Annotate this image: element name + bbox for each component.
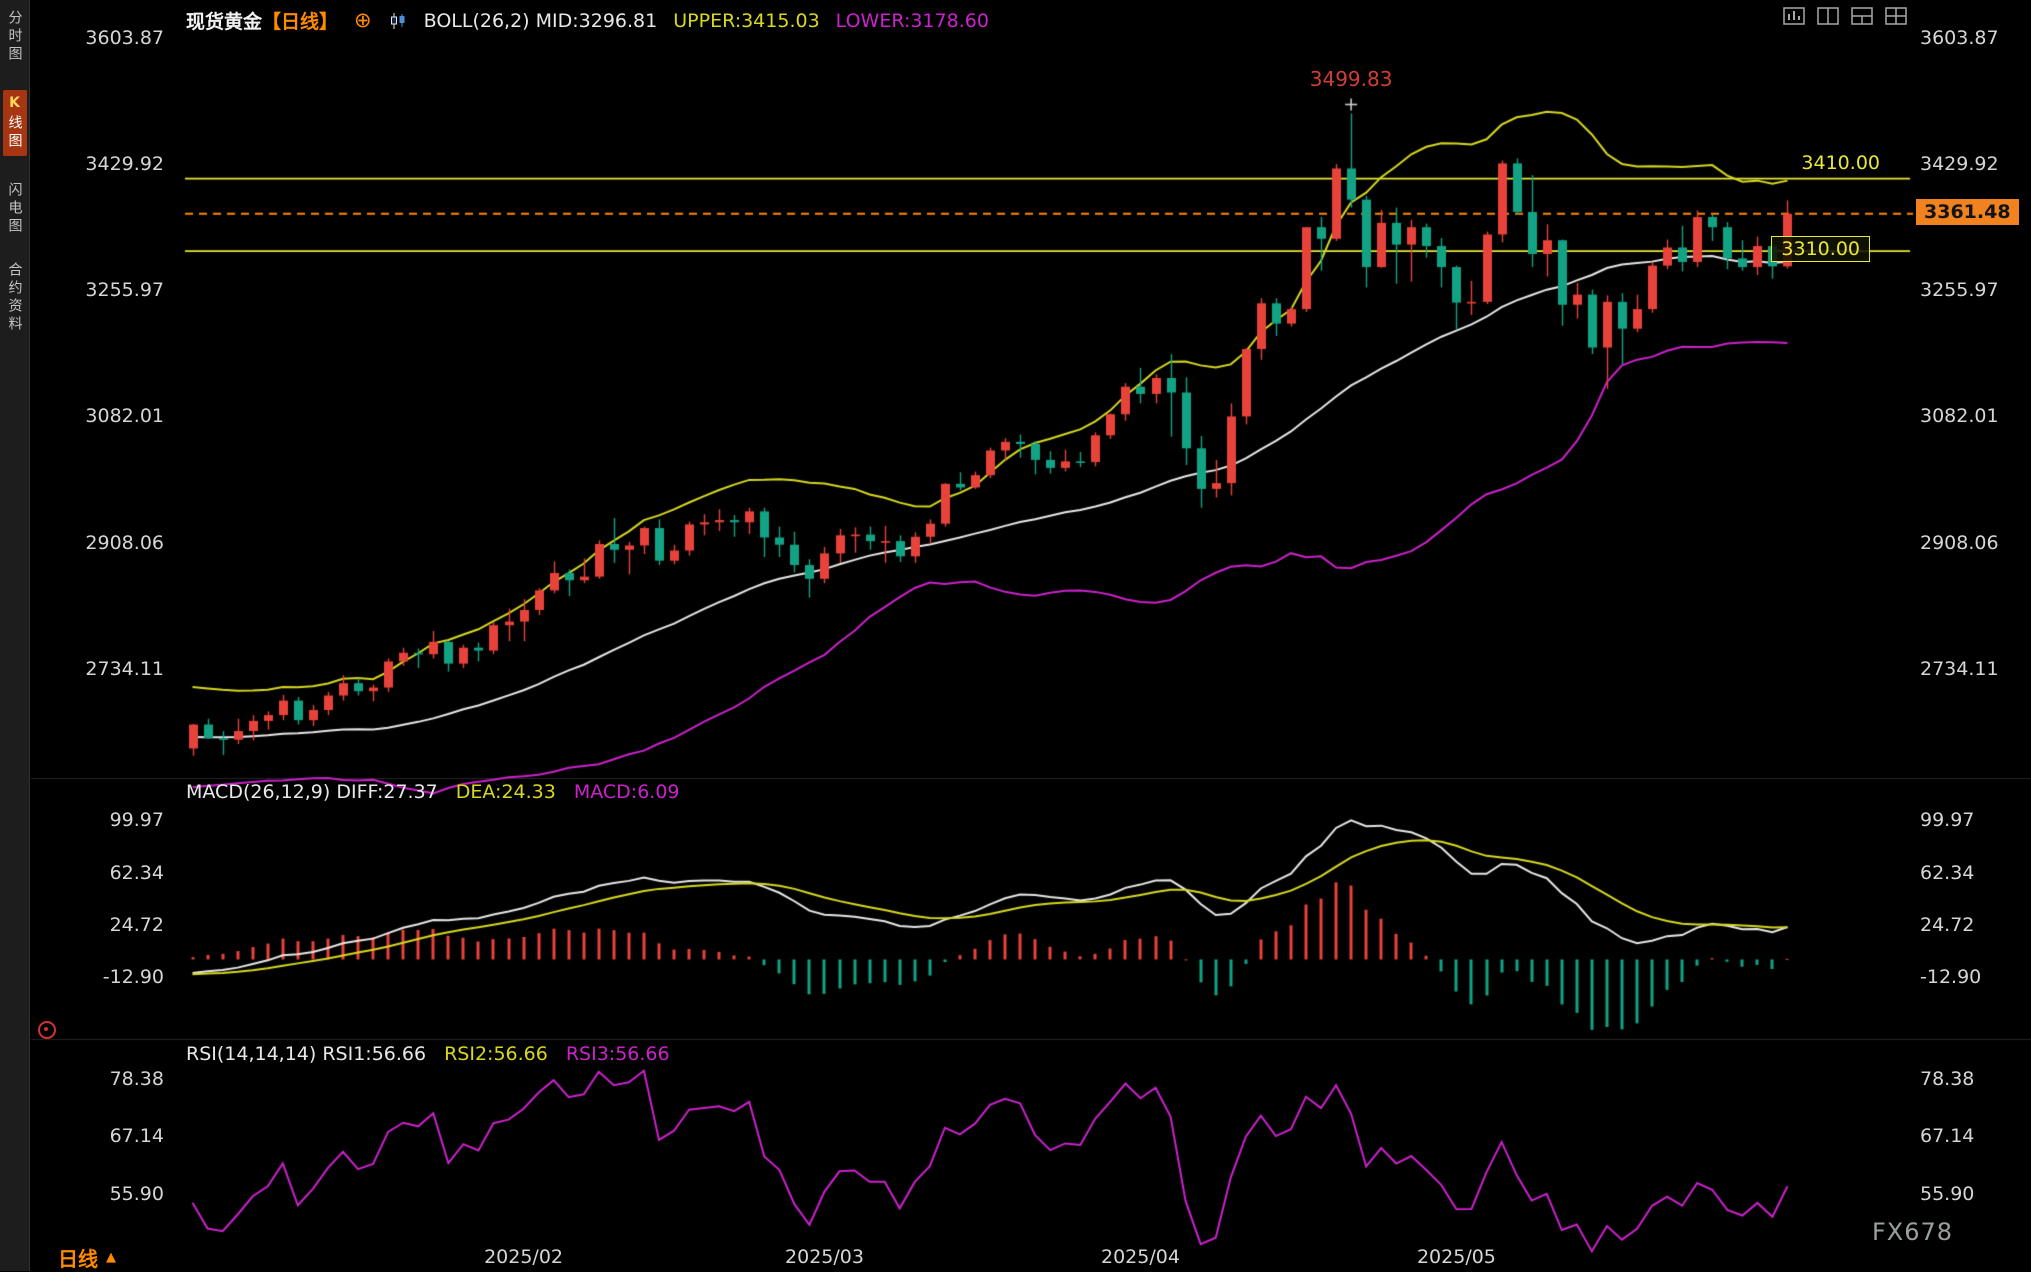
y-axis-tick: 67.14 — [1920, 1125, 1975, 1148]
y-axis-tick: 3603.87 — [1920, 27, 1999, 50]
period-tag[interactable]: 【日线】 — [262, 11, 339, 33]
rsi2-label: RSI2:56.66 — [444, 1043, 548, 1065]
bottom-period-selector[interactable]: 日线 ▲ — [58, 1243, 116, 1272]
y-axis-tick: 62.34 — [109, 861, 164, 884]
macd-header: MACD(26,12,9) DIFF:27.37 DEA:24.33 MACD:… — [186, 781, 680, 803]
boll-upper-label: UPPER:3415.03 — [673, 9, 820, 32]
peak-annotation: 3499.83 — [1309, 67, 1393, 92]
y-axis-tick: 3429.92 — [1920, 153, 1999, 176]
layout-single-icon[interactable] — [1782, 6, 1806, 26]
alert-dot-icon[interactable] — [38, 1021, 56, 1039]
last-price-tag: 3361.48 — [1916, 198, 2019, 225]
y-axis-tick: 2734.11 — [1920, 657, 1999, 680]
y-axis-tick: 2908.06 — [1920, 531, 1999, 554]
y-axis-tick: 3255.97 — [85, 279, 164, 302]
y-axis-tick: 3429.92 — [85, 153, 164, 176]
layout-hsplit-icon[interactable] — [1850, 6, 1874, 26]
y-axis-tick: 55.90 — [1920, 1182, 1975, 1205]
y-axis-tick: 55.90 — [109, 1182, 164, 1205]
y-axis-tick: 3082.01 — [85, 405, 164, 428]
y-axis-tick: 24.72 — [109, 914, 164, 937]
y-axis-left: 3603.87 3429.92 3255.97 3082.01 2908.06 2734.… — [30, 0, 172, 1271]
y-axis-tick: 78.38 — [109, 1067, 164, 1090]
y-axis-tick: 3603.87 — [85, 27, 164, 50]
boll-lower-label: LOWER:3178.60 — [835, 9, 989, 32]
candlestick-icon — [388, 12, 408, 30]
resistance-level-label[interactable]: 3410.00 — [1801, 151, 1880, 174]
y-axis-tick: 62.34 — [1920, 861, 1975, 884]
x-axis-label: 2025/04 — [1100, 1246, 1180, 1268]
y-axis-tick: 99.97 — [1920, 809, 1975, 832]
chart-header: 现货黄金【日线】 ⊕ BOLL(26,2) MID:3296.81 UPPER:… — [186, 7, 989, 34]
x-axis-label: 2025/03 — [785, 1246, 864, 1268]
watermark: FX678 — [1872, 1218, 1954, 1246]
add-circle-icon[interactable]: ⊕ — [354, 8, 372, 32]
sidebar-item-kline[interactable]: K线图 — [2, 90, 27, 156]
y-axis-tick: 67.14 — [109, 1125, 164, 1148]
y-axis-tick: 3082.01 — [1920, 405, 1999, 428]
sidebar-item-contract-info[interactable]: 合约资料 — [6, 262, 23, 334]
layout-grid-icon[interactable] — [1884, 6, 1908, 26]
bottom-period-label: 日线 — [58, 1247, 98, 1271]
support-level-label[interactable]: 3310.00 — [1771, 236, 1870, 263]
x-axis-label: 2025/02 — [484, 1246, 564, 1268]
y-axis-tick: 3255.97 — [1920, 279, 1999, 302]
y-axis-tick: -12.90 — [1920, 966, 1982, 989]
y-axis-tick: 2908.06 — [85, 531, 164, 554]
sidebar-item-lightning[interactable]: 闪电图 — [6, 182, 23, 236]
y-axis-tick: 78.38 — [1920, 1067, 1975, 1090]
x-axis-label: 2025/05 — [1416, 1246, 1496, 1268]
macd-diff-label: MACD(26,12,9) DIFF:27.37 — [186, 781, 438, 803]
symbol-title: 现货黄金【日线】 — [186, 7, 338, 34]
y-axis-tick: 2734.11 — [85, 657, 164, 680]
rsi3-label: RSI3:56.66 — [565, 1043, 670, 1065]
triangle-up-icon: ▲ — [106, 1250, 116, 1265]
sidebar-item-timeshare[interactable]: 分时图 — [6, 10, 23, 64]
layout-vsplit-icon[interactable] — [1816, 6, 1840, 26]
rsi-header: RSI(14,14,14) RSI1:56.66 RSI2:56.66 RSI3… — [186, 1043, 670, 1065]
sidebar: 分时图 K线图 闪电图 合约资料 — [0, 0, 30, 1271]
y-axis-tick: -12.90 — [102, 966, 164, 989]
chart-layout-toolbar — [1782, 6, 1908, 26]
rsi1-label: RSI(14,14,14) RSI1:56.66 — [186, 1043, 427, 1065]
macd-dea-label: DEA:24.33 — [455, 781, 556, 803]
y-axis-tick: 24.72 — [1920, 914, 1975, 937]
symbol-name: 现货黄金 — [186, 11, 263, 33]
y-axis-tick: 99.97 — [109, 809, 164, 832]
macd-value-label: MACD:6.09 — [573, 781, 680, 803]
boll-mid-label: BOLL(26,2) MID:3296.81 — [423, 9, 658, 32]
y-axis-right: 3603.87 3429.92 3255.97 3082.01 2908.06 2734.… — [1918, 0, 2030, 1271]
